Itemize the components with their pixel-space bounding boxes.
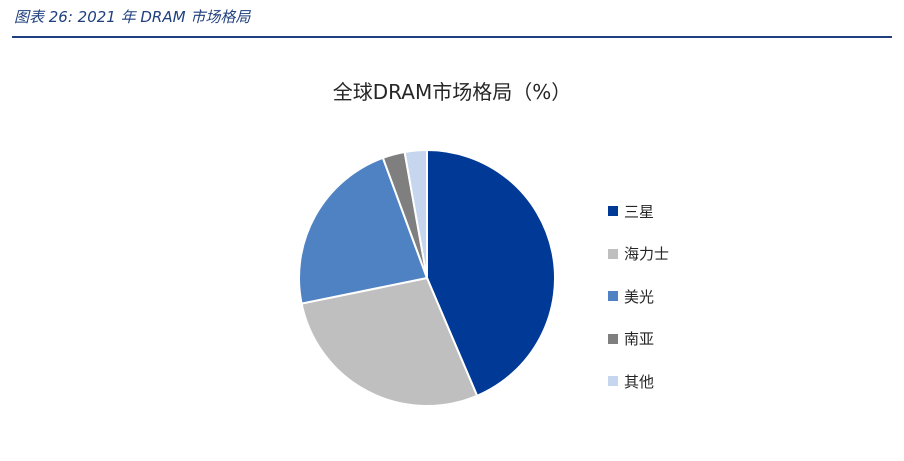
legend-label: 南亚	[624, 330, 655, 349]
legend-swatch	[608, 333, 618, 344]
legend-label: 美光	[624, 287, 655, 306]
legend-swatch	[608, 248, 618, 259]
legend-label: 其他	[624, 372, 655, 391]
legend: 三星海力士美光南亚其他	[608, 190, 669, 403]
legend-item-1: 海力士	[608, 233, 669, 276]
legend-item-0: 三星	[608, 190, 669, 233]
pie-slice-4	[403, 148, 428, 279]
header-rule	[12, 36, 892, 38]
pie-slice-2	[298, 156, 429, 305]
legend-label: 三星	[624, 202, 655, 221]
legend-item-3: 南亚	[608, 318, 669, 361]
pie-slice-1	[300, 276, 479, 407]
figure-caption: 图表 26: 2021 年 DRAM 市场格局	[14, 8, 251, 26]
legend-item-2: 美光	[608, 275, 669, 318]
legend-swatch	[608, 206, 618, 217]
legend-swatch	[608, 291, 618, 302]
legend-swatch	[608, 376, 618, 387]
legend-label: 海力士	[624, 245, 670, 264]
chart-title: 全球DRAM市场格局（%）	[332, 80, 572, 104]
legend-item-4: 其他	[608, 360, 669, 403]
pie-slice-0	[426, 148, 556, 398]
